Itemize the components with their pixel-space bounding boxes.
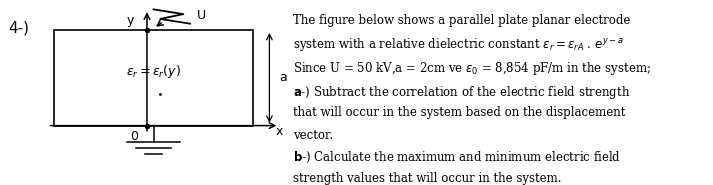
Text: The figure below shows a parallel plate planar electrode: The figure below shows a parallel plate … [292,14,630,27]
Text: system with a relative dielectric constant $\varepsilon_r = \varepsilon_{rA}$ . : system with a relative dielectric consta… [292,36,623,53]
Text: Since U = 50 kV,a = 2cm ve $\varepsilon_0$ = 8,854 pF/m in the system;: Since U = 50 kV,a = 2cm ve $\varepsilon_… [292,60,650,77]
Text: $\varepsilon_r = \varepsilon_r(y)$: $\varepsilon_r = \varepsilon_r(y)$ [126,63,181,80]
Text: 4-): 4-) [8,21,29,36]
Text: strength values that will occur in the system.: strength values that will occur in the s… [292,172,561,185]
Text: x: x [276,125,283,139]
Text: that will occur in the system based on the displacement: that will occur in the system based on t… [292,107,625,120]
Bar [54,30,253,126]
Text: y: y [127,14,134,27]
Text: $\mathbf{b}$-) Calculate the maximum and minimum electric field: $\mathbf{b}$-) Calculate the maximum and… [292,149,621,165]
Text: a: a [279,71,287,84]
Text: U: U [197,9,206,22]
Text: $\mathbf{a}$-) Subtract the correlation of the electric field strength: $\mathbf{a}$-) Subtract the correlation … [292,84,630,101]
Text: 0: 0 [130,130,138,143]
Text: vector.: vector. [292,129,333,142]
